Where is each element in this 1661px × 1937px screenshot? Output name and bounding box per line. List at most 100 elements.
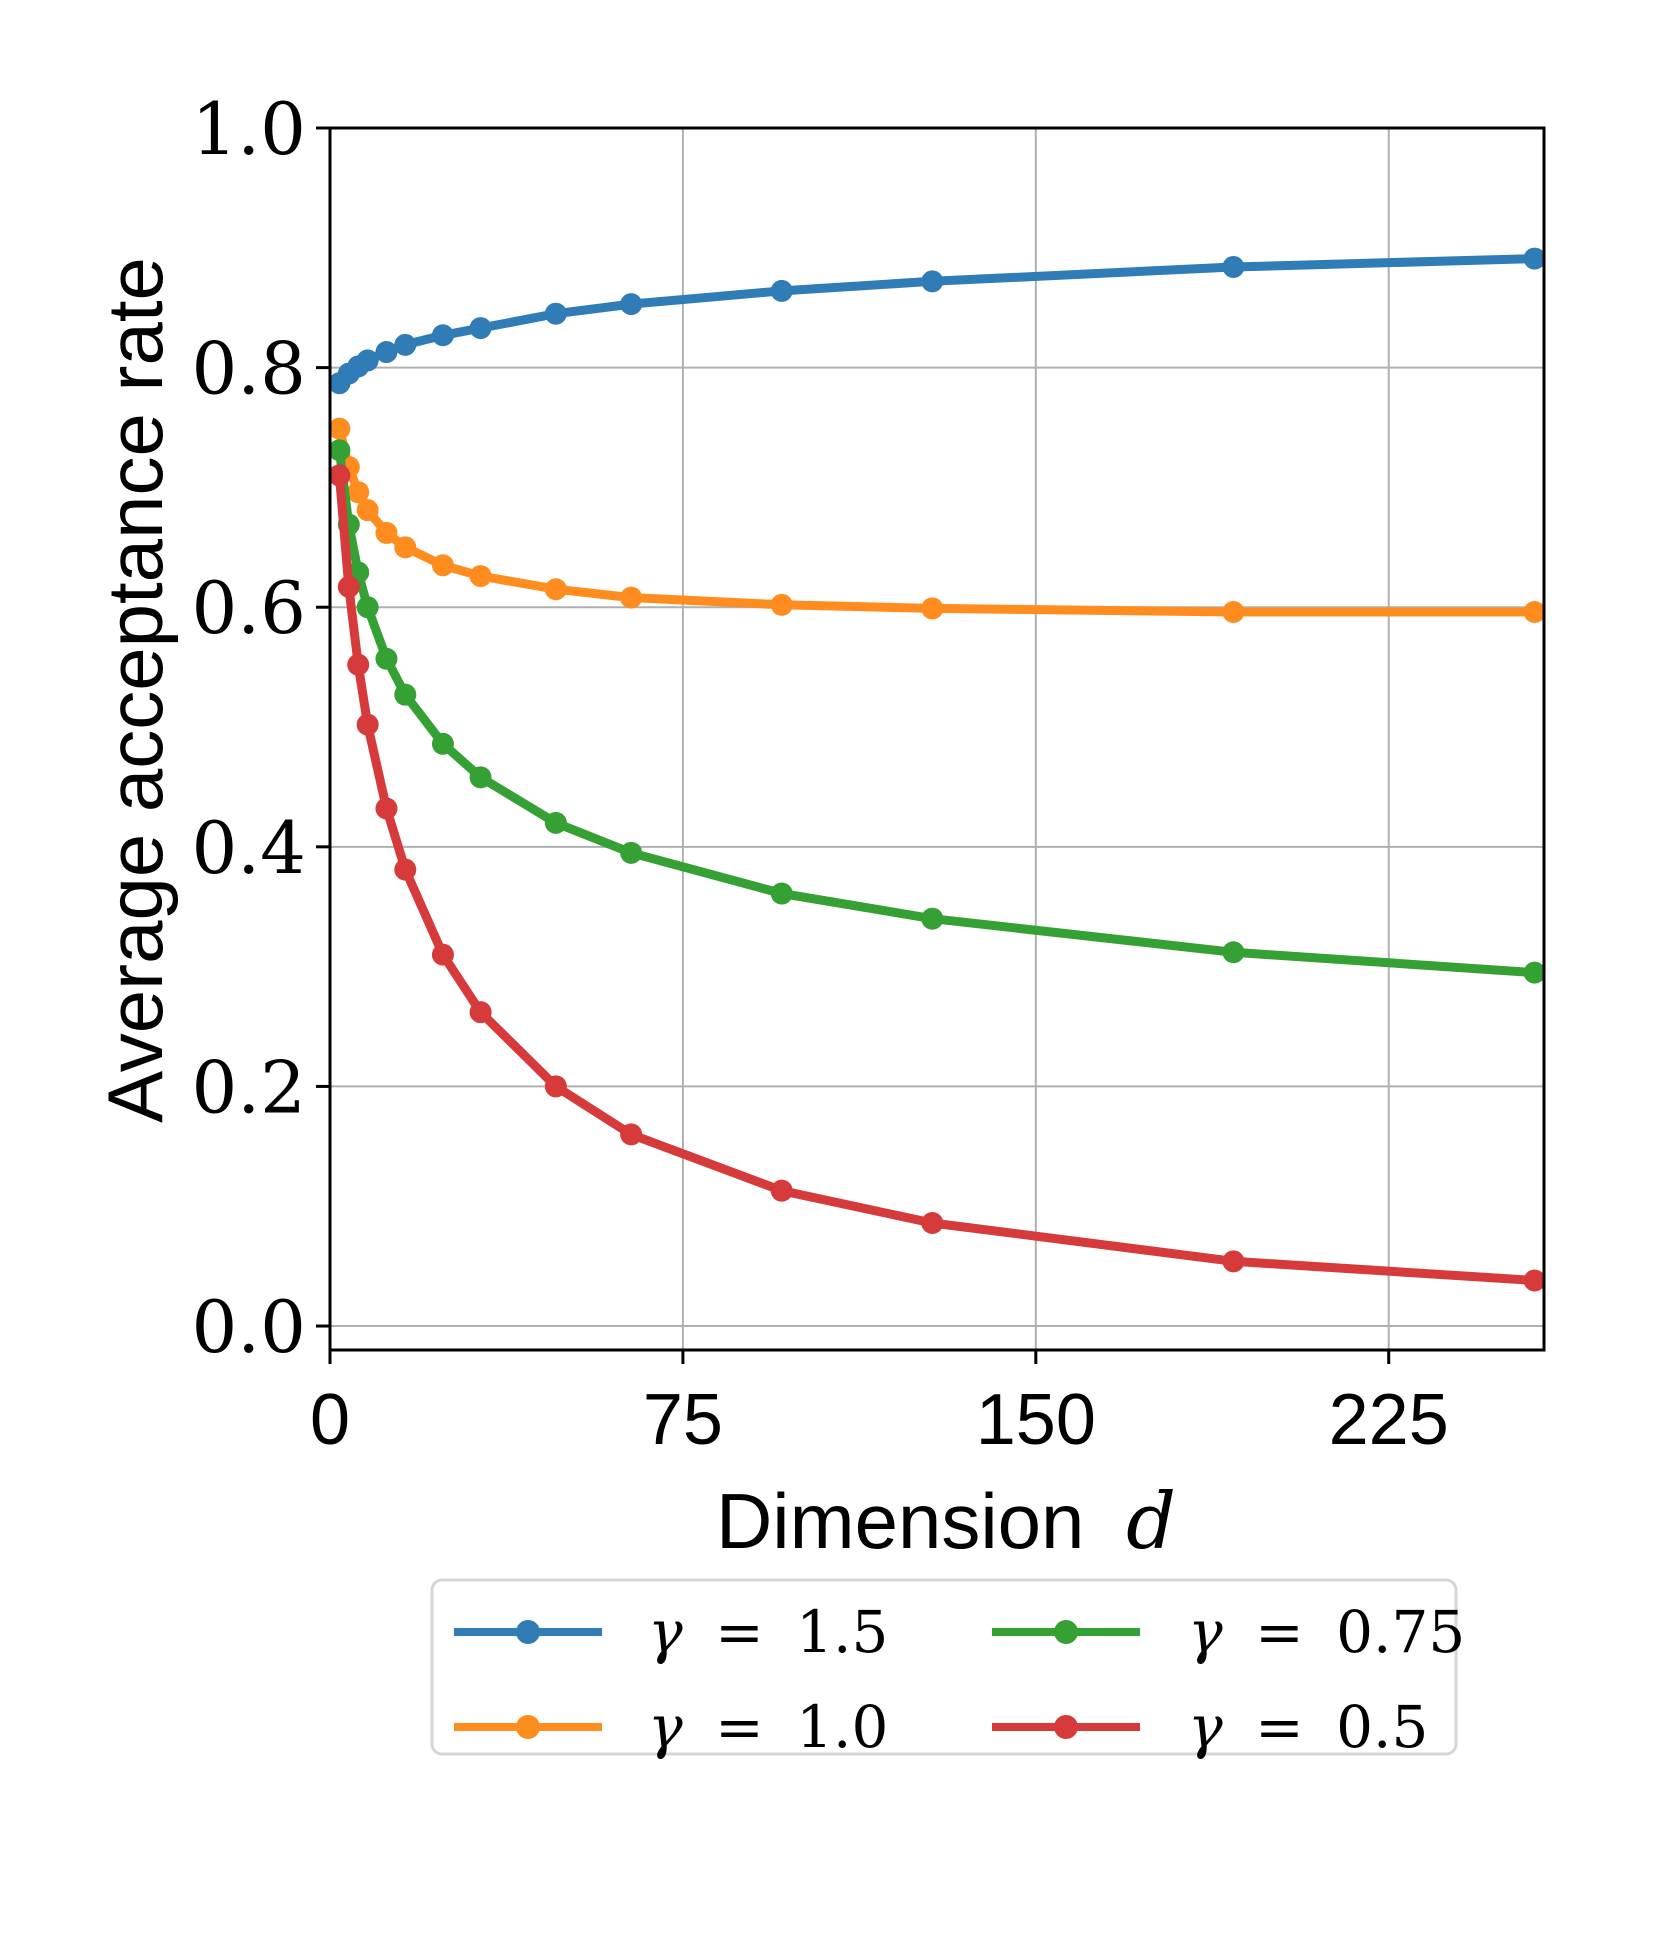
data-point [431,324,454,347]
data-point [544,811,567,834]
legend-equals: = [715,1598,764,1666]
data-point [347,653,370,676]
legend-marker [1054,1620,1078,1644]
legend-value: 0.75 [1336,1598,1465,1666]
y-tick-label: 0.8 [191,327,306,411]
data-point [1222,601,1245,624]
legend-label: γ = 0.5 [1188,1693,1428,1761]
legend-entry-gamma-0.5: γ = 0.5 [992,1693,1428,1761]
data-point [921,1212,944,1235]
data-point [328,439,351,462]
legend-label: γ = 1.5 [648,1598,888,1666]
data-point [1523,961,1546,984]
data-point [328,464,351,487]
legend-symbol: γ [1188,1693,1223,1761]
data-point [375,797,398,820]
data-point [431,943,454,966]
data-point [375,647,398,670]
legend-equals: = [1255,1693,1304,1761]
data-point [544,1075,567,1098]
legend-label: γ = 1.0 [648,1693,888,1761]
data-point [770,279,793,302]
legend-marker [516,1620,540,1644]
y-tick-label: 0.4 [191,806,306,890]
data-point [328,417,351,440]
series-1.5 [328,247,1546,395]
data-point [620,586,643,609]
data-point [544,578,567,601]
x-tick-label: 225 [1329,1380,1449,1460]
data-point [356,349,379,372]
legend-value: 0.5 [1336,1693,1428,1761]
data-point [921,597,944,620]
x-tick-label: 75 [643,1380,723,1460]
plot-frame [328,126,1546,1352]
data-point [1222,941,1245,964]
x-tick-label: 150 [976,1380,1096,1460]
data-point [356,713,379,736]
series-line [334,470,1540,1285]
data-point [394,333,417,356]
data-point [375,341,398,364]
data-point [469,317,492,340]
legend-entry-gamma-1.5: γ = 1.5 [454,1598,888,1666]
data-point [469,565,492,588]
series-1.0 [328,417,1546,624]
series-line [334,424,1540,617]
legend-equals: = [1255,1598,1304,1666]
data-point [356,596,379,619]
data-point [544,302,567,325]
legend-value: 1.5 [796,1598,888,1666]
grid-lines [329,127,1544,1350]
data-point [394,858,417,881]
data-point [1523,247,1546,270]
data-point [337,575,360,598]
x-axis-title: Dimension d [716,1477,1176,1567]
data-point [1222,1250,1245,1273]
series-line [334,445,1540,978]
data-point [1523,601,1546,624]
data-point [347,481,370,504]
data-point [1222,255,1245,278]
data-point [770,882,793,905]
data-point [469,766,492,789]
legend-entry-gamma-1.0: γ = 1.0 [454,1693,888,1761]
y-tick-label: 0.6 [191,566,306,650]
series-0.75 [328,439,1546,984]
data-point [921,270,944,293]
x-axis-title-variable: d [1126,1477,1176,1567]
data-point [620,293,643,316]
data-point [394,683,417,706]
axis-ticks: 0.0 0.2 0.4 0.6 0.8 1.0 0 75 150 225 [191,87,1448,1460]
data-point [375,521,398,544]
x-axis-title-text: Dimension [716,1477,1084,1565]
y-tick-label: 1.0 [191,87,306,171]
data-point [394,536,417,559]
legend-value: 1.0 [796,1693,888,1761]
legend-symbol: γ [648,1598,683,1666]
series-0.5 [328,464,1546,1292]
legend-symbol: γ [1188,1598,1223,1666]
y-tick-label: 0.2 [191,1045,306,1129]
legend-label: γ = 0.75 [1188,1598,1465,1666]
legend-symbol: γ [648,1693,683,1761]
y-tick-label: 0.0 [191,1285,306,1369]
data-point [921,907,944,930]
data-point [431,732,454,755]
y-axis-title: Average acceptance rate [91,257,179,1123]
data-point [356,499,379,522]
x-tick-label: 0 [310,1380,350,1460]
data-point [1523,1269,1546,1292]
legend-marker [516,1715,540,1739]
legend: γ = 1.5 γ = 1.0 γ = 0.75 [430,1578,1465,1761]
data-point [469,1001,492,1024]
legend-equals: = [715,1693,764,1761]
legend-marker [1054,1715,1078,1739]
data-point [770,1179,793,1202]
data-point [431,554,454,577]
legend-box [430,1578,1458,1756]
series-group [328,247,1546,1292]
data-point [620,841,643,864]
data-point [770,593,793,616]
